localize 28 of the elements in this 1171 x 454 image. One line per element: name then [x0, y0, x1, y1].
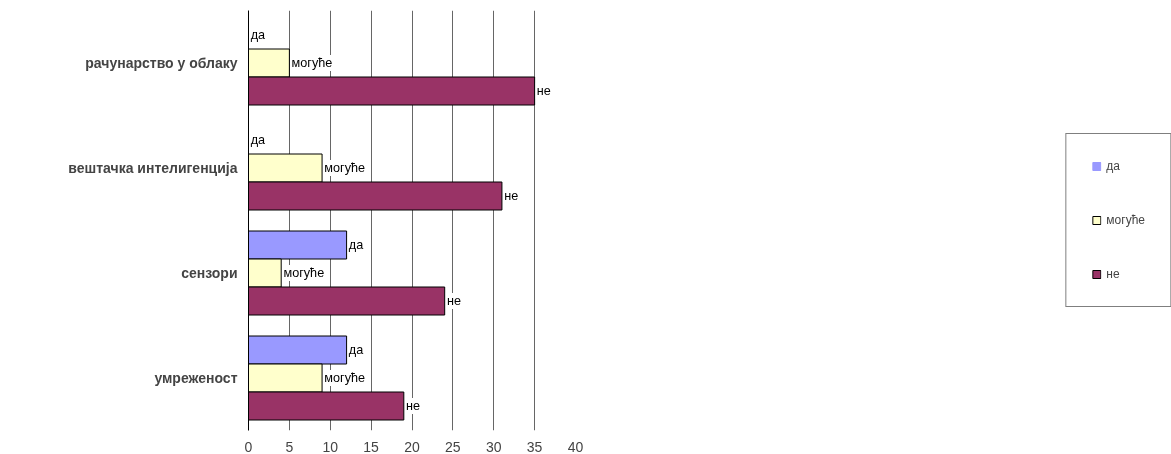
- data-label: могуће: [324, 161, 366, 175]
- x-tick-label: 0: [244, 438, 253, 454]
- data-label: да: [348, 238, 365, 252]
- legend-label: могуће: [1106, 213, 1145, 227]
- legend-label: да: [1106, 159, 1122, 173]
- legend-label: не: [1106, 267, 1121, 281]
- y-tick-label: рачунарство у облаку: [85, 55, 238, 71]
- x-tick-label: 40: [567, 438, 584, 454]
- data-label: да: [348, 343, 365, 357]
- data-label: не: [406, 399, 421, 413]
- data-label: да: [250, 28, 267, 42]
- x-tick-label: 25: [445, 438, 461, 454]
- y-tick-label: сензори: [181, 265, 238, 281]
- data-label: могуће: [324, 371, 366, 385]
- x-tick-label: 5: [285, 438, 294, 454]
- data-label: не: [504, 189, 519, 203]
- data-label: могуће: [283, 266, 325, 280]
- x-tick-label: 15: [363, 438, 380, 454]
- data-label: могуће: [291, 56, 333, 70]
- x-tick-label: 30: [485, 438, 502, 454]
- y-tick-label: вештачка интелигенција: [68, 160, 238, 176]
- y-tick-label: умреженост: [154, 370, 238, 386]
- x-tick-label: 35: [526, 438, 543, 454]
- data-label: не: [446, 294, 461, 308]
- x-tick-label: 20: [404, 438, 420, 454]
- data-label: да: [250, 133, 267, 147]
- data-label: не: [536, 84, 551, 98]
- x-tick-label: 10: [322, 438, 339, 454]
